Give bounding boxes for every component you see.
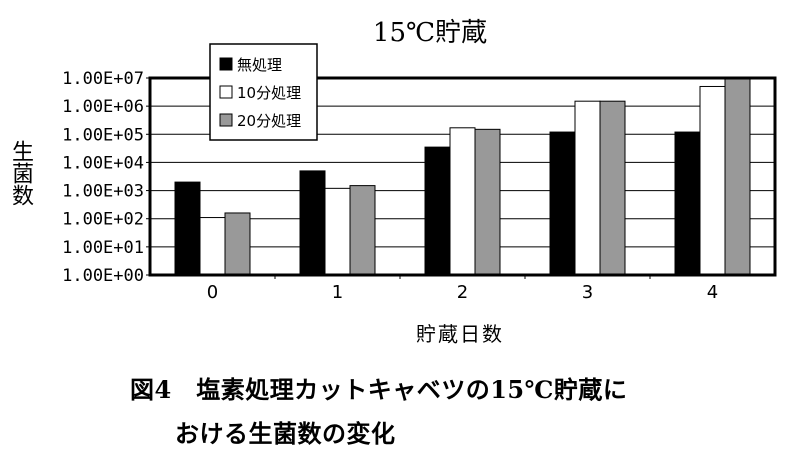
bar — [299, 170, 326, 276]
legend-label: 10分処理 — [237, 84, 301, 102]
legend-label: 20分処理 — [237, 112, 301, 130]
y-tick-label: 1.00E+04 — [62, 153, 144, 173]
y-tick-label: 1.00E+03 — [62, 182, 144, 202]
bar — [324, 187, 351, 276]
x-tick-label: 2 — [457, 282, 468, 303]
bar — [674, 131, 701, 276]
y-tick-label: 1.00E+01 — [62, 238, 144, 258]
x-tick-label: 1 — [332, 282, 343, 303]
legend-swatch — [219, 113, 233, 127]
bar — [424, 146, 451, 276]
legend-swatch — [219, 85, 233, 99]
figure-caption-line-2: おける生菌数の変化 — [175, 419, 396, 448]
bar — [349, 185, 376, 276]
y-tick-label: 1.00E+00 — [62, 266, 144, 286]
y-tick-label: 1.00E+05 — [62, 125, 144, 145]
chart-title: 15℃貯蔵 — [372, 18, 488, 48]
bar — [599, 100, 626, 276]
legend-label: 無処理 — [237, 56, 282, 74]
x-tick-label: 4 — [707, 282, 718, 303]
x-tick-label: 3 — [582, 282, 593, 303]
legend-swatch — [219, 57, 233, 71]
bar — [199, 217, 226, 276]
bar — [699, 85, 726, 276]
x-tick-label: 0 — [207, 282, 218, 303]
bar — [174, 181, 201, 276]
bar — [474, 128, 501, 276]
bar — [224, 212, 251, 276]
plot-frame — [148, 76, 777, 277]
y-tick-label: 1.00E+06 — [62, 97, 144, 117]
bar — [724, 77, 751, 276]
y-tick-label: 1.00E+07 — [62, 69, 144, 89]
bar — [449, 127, 476, 276]
y-tick-label: 1.00E+02 — [62, 210, 144, 230]
bar — [574, 100, 601, 276]
figure-caption-line-1: 図4 塩素処理カットキャベツの15℃貯蔵に — [130, 375, 628, 404]
x-axis-label: 貯蔵日数 — [416, 322, 504, 346]
y-axis-label: 生菌数 — [8, 140, 33, 206]
bar — [549, 131, 576, 276]
